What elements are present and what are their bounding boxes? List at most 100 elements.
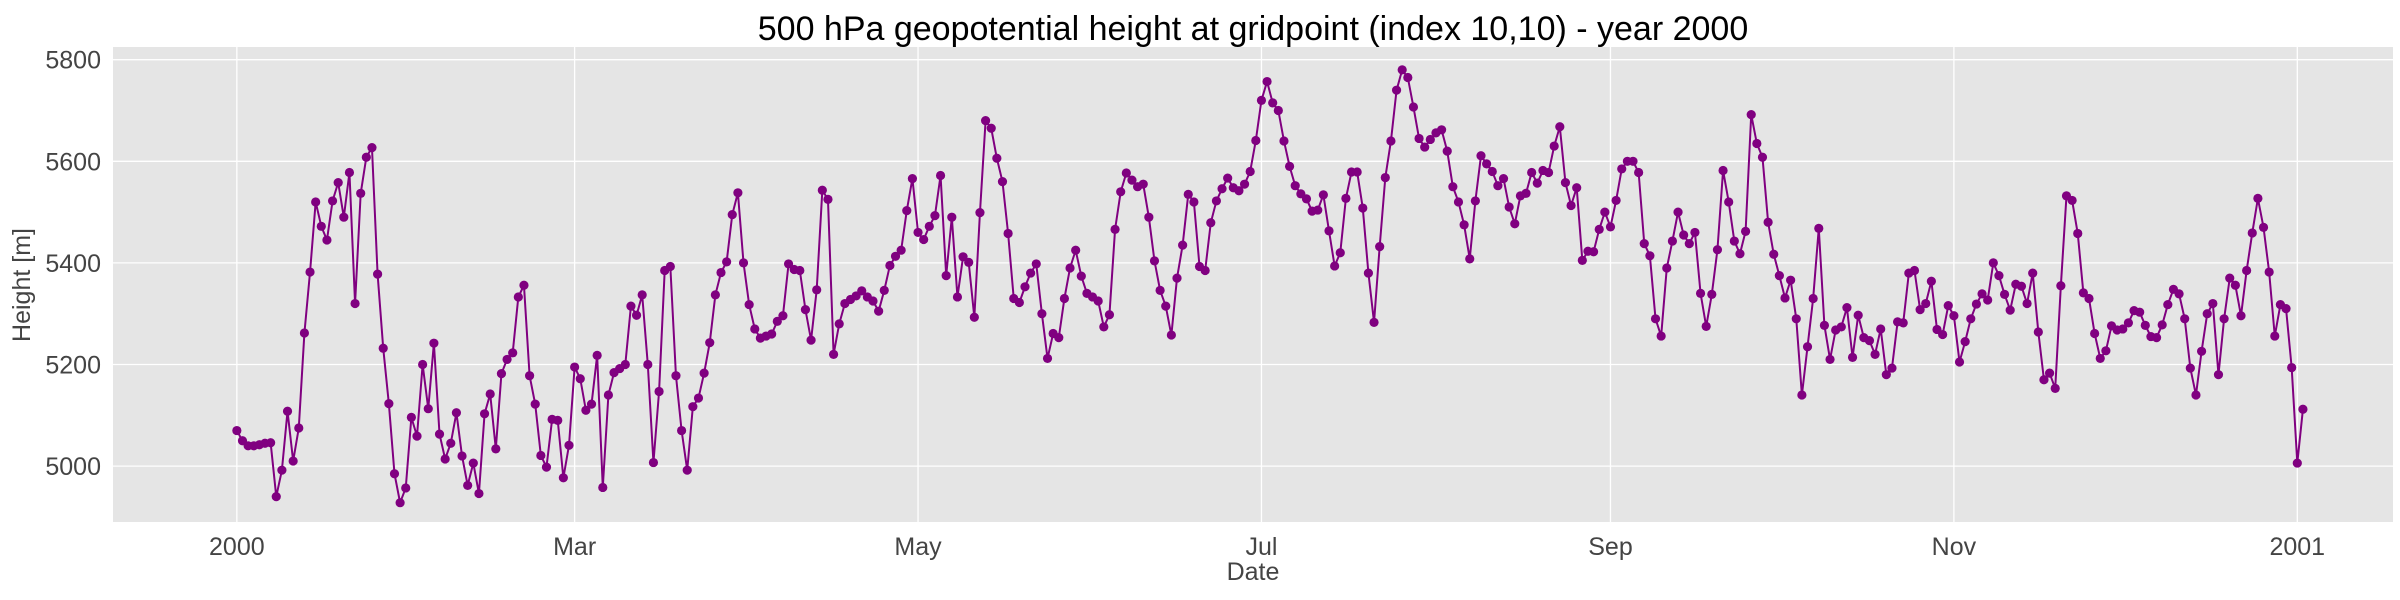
data-point	[1814, 223, 1824, 233]
data-point	[570, 362, 580, 372]
data-point	[553, 415, 563, 425]
data-point	[1887, 363, 1897, 373]
data-point	[1172, 273, 1182, 283]
data-point	[1487, 166, 1497, 177]
data-point	[350, 298, 360, 309]
data-point	[1099, 322, 1109, 332]
data-point	[1634, 167, 1644, 178]
data-point	[2095, 353, 2105, 364]
data-point	[2039, 375, 2049, 385]
data-point	[2157, 320, 2167, 330]
data-point	[1020, 282, 1030, 292]
data-point	[1543, 167, 1554, 178]
data-point	[282, 406, 293, 416]
data-point	[1926, 276, 1936, 286]
data-point	[812, 285, 822, 295]
y-axis-ticks: 5000 5200 5400 5600 5800	[45, 47, 101, 481]
data-point	[2247, 228, 2257, 238]
data-point	[2258, 222, 2269, 232]
data-point	[626, 301, 636, 311]
data-point	[592, 350, 602, 360]
data-point	[1037, 309, 1047, 319]
data-point	[1724, 197, 1734, 207]
data-point	[1290, 181, 1300, 191]
data-point	[1915, 305, 1925, 315]
data-point	[327, 196, 338, 206]
data-point	[1211, 196, 1222, 206]
data-point	[1026, 268, 1036, 278]
data-point	[1966, 314, 1976, 324]
data-point	[693, 393, 704, 403]
data-point	[1363, 268, 1374, 278]
data-point	[2298, 404, 2308, 414]
data-point	[530, 399, 540, 409]
data-point	[2180, 314, 2190, 324]
data-point	[502, 354, 512, 365]
data-point	[1476, 151, 1486, 161]
data-point	[1178, 240, 1188, 250]
data-point	[1144, 212, 1154, 222]
data-point	[1988, 258, 1998, 268]
data-point	[637, 290, 647, 300]
data-point	[2123, 318, 2134, 328]
data-point	[485, 389, 495, 399]
data-point	[716, 267, 726, 278]
data-point	[1420, 142, 1430, 152]
data-point	[1679, 230, 1689, 240]
data-point	[1938, 329, 1948, 340]
data-point	[2016, 281, 2027, 291]
data-point	[1076, 271, 1086, 281]
data-point	[1740, 226, 1751, 237]
data-point	[1797, 390, 1807, 400]
data-point	[1459, 220, 1469, 230]
data-point	[389, 469, 400, 479]
data-point	[778, 311, 788, 321]
data-point	[1588, 247, 1599, 257]
data-point	[1527, 167, 1537, 178]
data-point	[1729, 236, 1739, 246]
data-point	[935, 170, 946, 181]
data-point	[1504, 202, 1514, 212]
data-point	[1442, 146, 1452, 156]
data-point	[1369, 317, 1379, 327]
x-tick-label: Nov	[1932, 533, 1977, 561]
y-tick-label: 5200	[45, 352, 101, 380]
data-point	[1842, 303, 1852, 313]
data-point	[1138, 179, 1148, 189]
data-point	[1470, 196, 1480, 206]
data-point	[305, 267, 315, 277]
data-point	[699, 368, 709, 378]
data-point	[1994, 271, 2004, 281]
data-point	[457, 451, 467, 461]
data-point	[603, 390, 614, 400]
data-point	[361, 152, 371, 162]
data-point	[468, 458, 478, 468]
data-point	[980, 116, 991, 126]
data-point	[2236, 311, 2246, 321]
data-point	[2005, 305, 2015, 315]
data-point	[1465, 254, 1475, 264]
data-point	[2118, 324, 2128, 334]
chart-title: 500 hPa geopotential height at gridpoint…	[758, 10, 1748, 48]
data-point	[412, 431, 422, 441]
data-point	[316, 221, 326, 231]
data-point	[1836, 322, 1846, 332]
data-point	[491, 444, 501, 454]
x-tick-label: May	[894, 533, 942, 561]
data-point	[451, 408, 462, 418]
data-point	[1380, 172, 1390, 183]
data-point	[429, 338, 439, 348]
data-point	[947, 212, 957, 222]
data-point	[874, 306, 884, 316]
data-point	[1498, 173, 1509, 184]
data-point	[671, 371, 681, 381]
y-tick-label: 5600	[45, 148, 101, 176]
data-point	[1335, 248, 1345, 258]
data-point	[930, 211, 940, 221]
data-point	[1200, 265, 1210, 276]
data-point	[2084, 293, 2094, 304]
data-point	[1960, 337, 1970, 347]
data-point	[1735, 249, 1745, 259]
data-point	[1864, 336, 1875, 346]
data-point	[1870, 349, 1880, 359]
